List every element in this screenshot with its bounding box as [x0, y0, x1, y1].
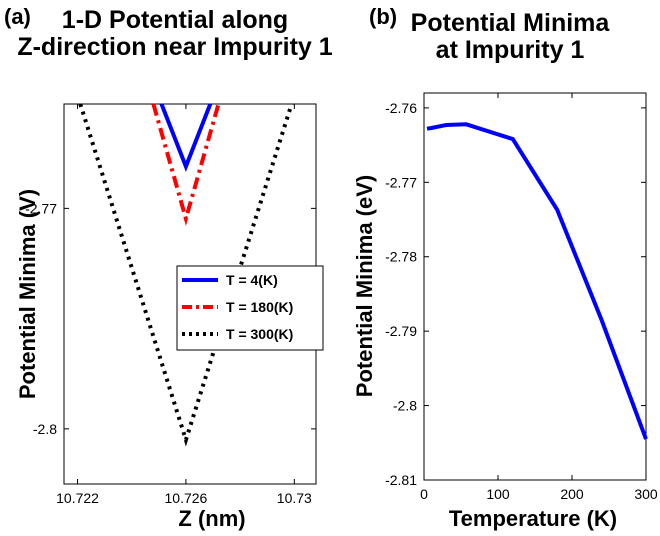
- chart-a-ylabel: Potential Minima (V): [15, 189, 40, 399]
- chart-b-xtick-label: 100: [486, 486, 510, 502]
- chart-b-ytick-label: -2.8: [393, 398, 417, 414]
- chart-b-ytick-label: -2.76: [385, 100, 417, 116]
- chart-b-frame: [423, 92, 647, 481]
- legend: T = 4(K) T = 180(K) T = 300(K): [176, 265, 324, 351]
- panel-a-letter: (a): [4, 4, 31, 29]
- panel-b-title-line1: Potential Minima: [411, 9, 611, 37]
- chart-b-xtick-label: 300: [634, 486, 658, 502]
- chart-a-ytick-label: -2.8: [33, 421, 57, 437]
- chart-a-xtick-label: 10.726: [165, 490, 208, 506]
- panel-b-letter: (b): [369, 4, 397, 29]
- panel-a-title-line2: Z-direction near Impurity 1: [17, 33, 332, 61]
- chart-b-ytick-label: -2.81: [385, 472, 417, 488]
- chart-b-ylabel: Potential Minima (eV): [352, 175, 377, 397]
- panel-a-title-line1: 1-D Potential along: [62, 6, 288, 34]
- chart-b-ytick-label: -2.78: [385, 249, 417, 265]
- chart-b: 0 100 200 300-2.81-2.8-2.79-2.78-2.77-2.76 …: [352, 92, 658, 531]
- chart-b-ytick-label: -2.79: [385, 323, 417, 339]
- chart-b-xtick-label: 0: [420, 486, 428, 502]
- chart-a-xtick-label: 10.73: [277, 490, 312, 506]
- panel-b-title-line2: at Impurity 1: [436, 36, 585, 64]
- chart-a-xtick-label: 10.722: [56, 490, 99, 506]
- chart-a-series-1-line: [151, 103, 221, 227]
- legend-label-4k: T = 4(K): [226, 272, 278, 288]
- chart-a-xlabel: Z (nm): [178, 506, 245, 531]
- legend-label-300k: T = 300(K): [226, 326, 293, 342]
- chart-a-series-2-line: [78, 103, 294, 447]
- chart-b-xtick-label: 200: [560, 486, 584, 502]
- chart-a: 10.722 10.726 10.73 -2.8 -2.77 Z (nm) Potent…: [15, 103, 324, 531]
- legend-label-180k: T = 180(K): [226, 299, 293, 315]
- chart-b-series-0-line: [426, 122, 648, 440]
- chart-a-ytick-label: -2.77: [25, 200, 57, 216]
- chart-b-ytick-label: -2.77: [385, 174, 417, 190]
- chart-a-series-0-line: [159, 103, 213, 172]
- chart-b-xlabel: Temperature (K): [449, 506, 617, 531]
